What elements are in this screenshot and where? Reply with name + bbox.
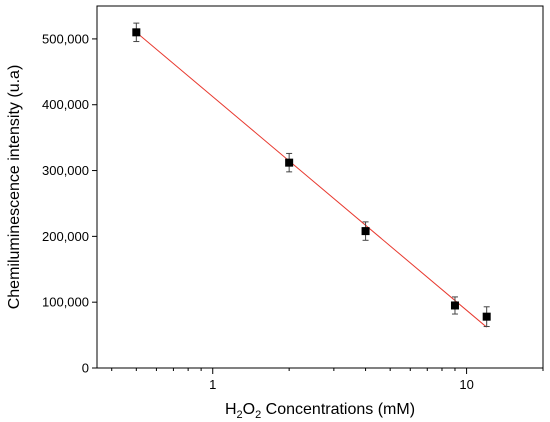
y-tick-label: 0 (82, 361, 89, 376)
data-point (482, 312, 491, 321)
x-axis-title-part: O (243, 401, 255, 418)
fit-line (135, 31, 488, 328)
y-axis-title: Chemiluminescence intensity (u.a) (6, 65, 23, 310)
y-tick-label: 200,000 (42, 229, 89, 244)
y-tick-label: 500,000 (42, 31, 89, 46)
y-tick-label: 400,000 (42, 97, 89, 112)
plot-area: 0 100,000 200,000 300,000 400,000 500,000 1 10 (42, 5, 544, 392)
data-point (132, 28, 141, 37)
x-axis-title-part: 2 (255, 409, 261, 421)
data-point (285, 158, 294, 167)
data-point (361, 227, 370, 236)
y-tick-label: 300,000 (42, 163, 89, 178)
x-axis-title-part: 2 (237, 409, 243, 421)
x-tick-label: 1 (209, 377, 216, 392)
y-tick-label: 100,000 (42, 295, 89, 310)
x-axis-title-part: Concentrations (mM) (261, 401, 415, 418)
x-tick-label: 10 (459, 377, 473, 392)
data-point (450, 301, 459, 310)
x-axis-title: H2O2 Concentrations (mM) (225, 401, 415, 421)
x-axis-title-part: H (225, 401, 237, 418)
plot-frame (96, 5, 544, 369)
